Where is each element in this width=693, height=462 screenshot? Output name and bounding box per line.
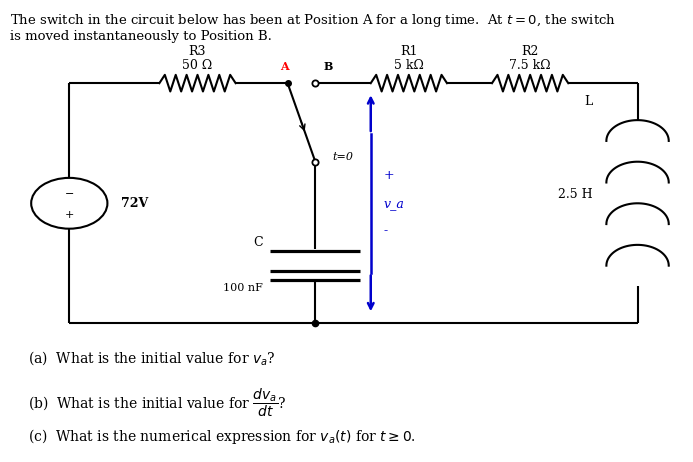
Text: R2: R2	[521, 45, 539, 58]
Text: 5 kΩ: 5 kΩ	[394, 59, 424, 72]
Text: 2.5 H: 2.5 H	[558, 188, 593, 201]
Text: +: +	[383, 169, 394, 182]
Text: (c)  What is the numerical expression for $v_a(t)$ for $t \geq 0$.: (c) What is the numerical expression for…	[28, 427, 416, 446]
Text: $+$: $+$	[64, 209, 74, 220]
Text: 100 nF: 100 nF	[223, 283, 263, 293]
Text: (a)  What is the initial value for $v_a$?: (a) What is the initial value for $v_a$?	[28, 349, 275, 367]
Text: A: A	[280, 61, 288, 72]
Text: L: L	[584, 95, 593, 108]
Text: $-$: $-$	[64, 187, 74, 197]
Text: -: -	[383, 225, 387, 237]
Text: v_a: v_a	[383, 197, 404, 210]
Text: t=0: t=0	[333, 152, 353, 162]
Text: (b)  What is the initial value for $\dfrac{dv_a}{dt}$?: (b) What is the initial value for $\dfra…	[28, 386, 286, 419]
Text: The switch in the circuit below has been at Position A for a long time.  At $t =: The switch in the circuit below has been…	[10, 12, 616, 29]
Text: C: C	[254, 236, 263, 249]
Text: 7.5 kΩ: 7.5 kΩ	[509, 59, 551, 72]
Text: R3: R3	[188, 45, 207, 58]
Text: B: B	[324, 61, 333, 72]
Text: 72V: 72V	[121, 197, 148, 210]
Text: R1: R1	[400, 45, 418, 58]
Text: is moved instantaneously to Position B.: is moved instantaneously to Position B.	[10, 30, 272, 43]
Text: 50 Ω: 50 Ω	[182, 59, 213, 72]
